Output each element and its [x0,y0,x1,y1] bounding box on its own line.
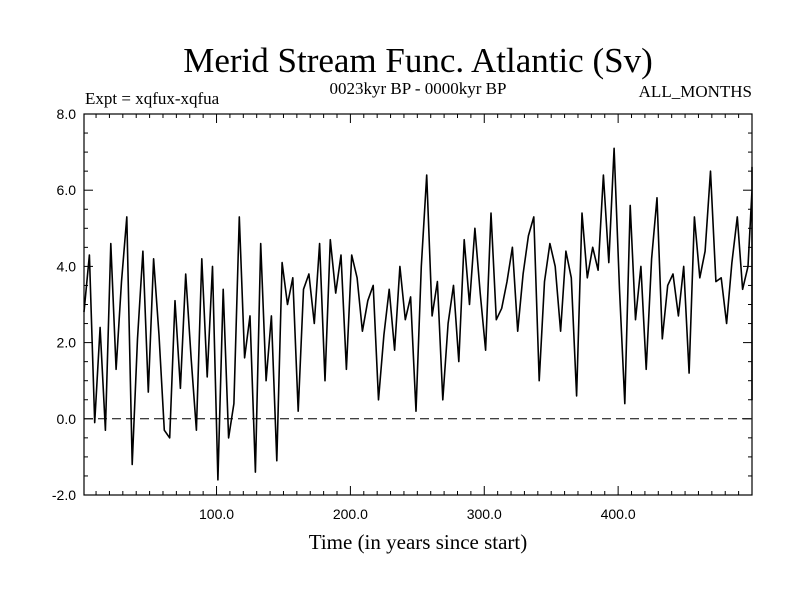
x-tick-label: 400.0 [601,506,636,522]
period-label: 0023kyr BP - 0000kyr BP [330,79,507,98]
y-tick-label: 6.0 [57,182,77,198]
y-axis-ticks: -2.0 0.0 2.0 4.0 6.0 8.0 [52,106,752,503]
chart-title: Merid Stream Func. Atlantic (Sv) [183,41,653,80]
x-tick-label: 300.0 [467,506,502,522]
y-tick-label: 2.0 [57,335,77,351]
months-label: ALL_MONTHS [639,82,752,101]
x-tick-label: 100.0 [199,506,234,522]
y-tick-label: 0.0 [57,411,77,427]
x-axis-ticks: 100.0 200.0 300.0 400.0 [95,114,740,522]
x-tick-label: 200.0 [333,506,368,522]
y-tick-label: 8.0 [57,106,77,122]
y-tick-label: 4.0 [57,258,77,274]
x-axis-label: Time (in years since start) [309,530,528,554]
experiment-label: Expt = xqfux-xqfua [85,89,220,108]
y-tick-label: -2.0 [52,487,76,503]
